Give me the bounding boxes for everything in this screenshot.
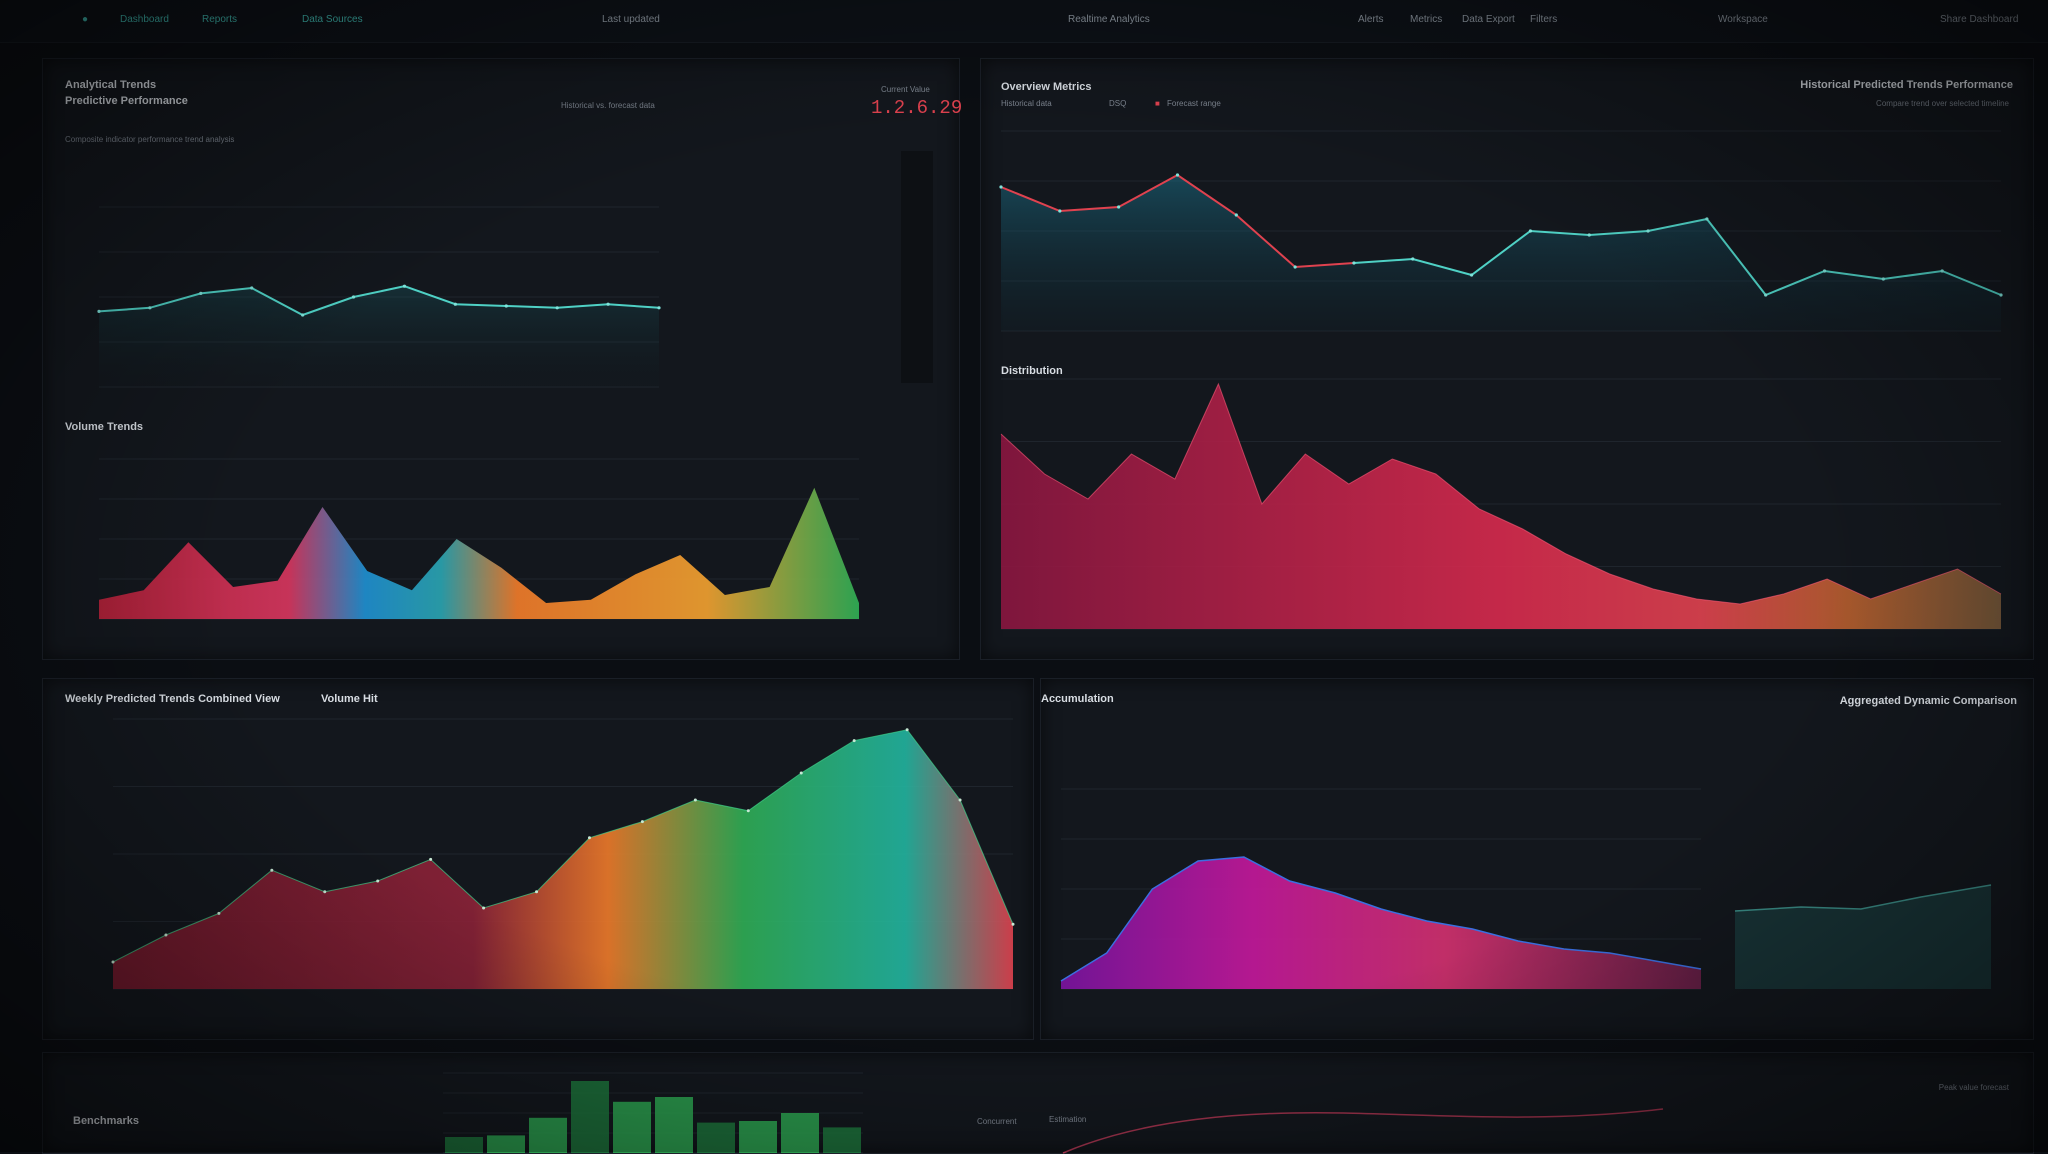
data-point — [376, 879, 380, 883]
data-point — [1011, 922, 1015, 926]
series-area — [99, 487, 859, 619]
nav-alerts[interactable]: Alerts — [1358, 14, 1384, 25]
data-point — [693, 798, 697, 802]
series-area — [1001, 384, 2001, 629]
nav-metrics[interactable]: Metrics — [1410, 14, 1443, 25]
panel-analytical-trends: Analytical Trends Predictive Performance… — [42, 58, 962, 660]
data-point — [587, 836, 591, 840]
panel-overview-metrics: Overview Metrics Historical data DSQ ■ F… — [980, 58, 2034, 660]
data-point — [482, 906, 486, 910]
nav-realtime[interactable]: Realtime Analytics — [1068, 14, 1150, 25]
nav-data-export[interactable]: Data Export — [1462, 14, 1515, 25]
mini-area — [1734, 884, 1992, 989]
panel-benchmarks: Benchmarks Concurrent Estimation Peak va… — [42, 1052, 2034, 1154]
distribution-area-chart — [1000, 378, 2002, 630]
data-point — [640, 820, 644, 824]
data-point — [323, 890, 327, 894]
data-point — [111, 960, 115, 964]
panel-combined-view: Weekly Predicted Trends Combined View Vo… — [42, 678, 1034, 1040]
nav-workspace[interactable]: Workspace — [1718, 14, 1768, 25]
data-point — [217, 911, 221, 915]
nav-data-sources[interactable]: Data Sources — [302, 14, 363, 25]
combined-area-chart — [111, 718, 1015, 990]
dot-icon[interactable]: ● — [82, 14, 89, 25]
nav-last-updated: Last updated — [602, 14, 660, 25]
volume-area-left-chart — [99, 458, 859, 620]
data-point — [270, 868, 274, 872]
data-point — [746, 809, 750, 813]
data-point — [799, 771, 803, 775]
top-navigation-bar: ● Dashboard Reports Data Sources Last up… — [0, 0, 2048, 43]
nav-share-dashboard[interactable]: Share Dashboard — [1940, 14, 2019, 25]
data-point — [429, 857, 433, 861]
accumulation-area-chart — [1060, 788, 1702, 990]
data-point — [905, 728, 909, 732]
comparison-mini-chart — [1734, 884, 1992, 989]
nav-reports[interactable]: Reports — [202, 14, 238, 25]
panel-accumulation: Accumulation Aggregated Dynamic Comparis… — [1040, 678, 2034, 1040]
data-point — [852, 739, 856, 743]
data-point — [958, 798, 962, 802]
series-area — [1061, 857, 1701, 989]
nav-dashboard[interactable]: Dashboard — [120, 14, 169, 25]
nav-filters[interactable]: Filters — [1530, 14, 1558, 25]
estimation-line — [1062, 1108, 1664, 1154]
data-point — [535, 890, 539, 894]
series-area — [113, 729, 1013, 989]
data-point — [164, 933, 168, 937]
